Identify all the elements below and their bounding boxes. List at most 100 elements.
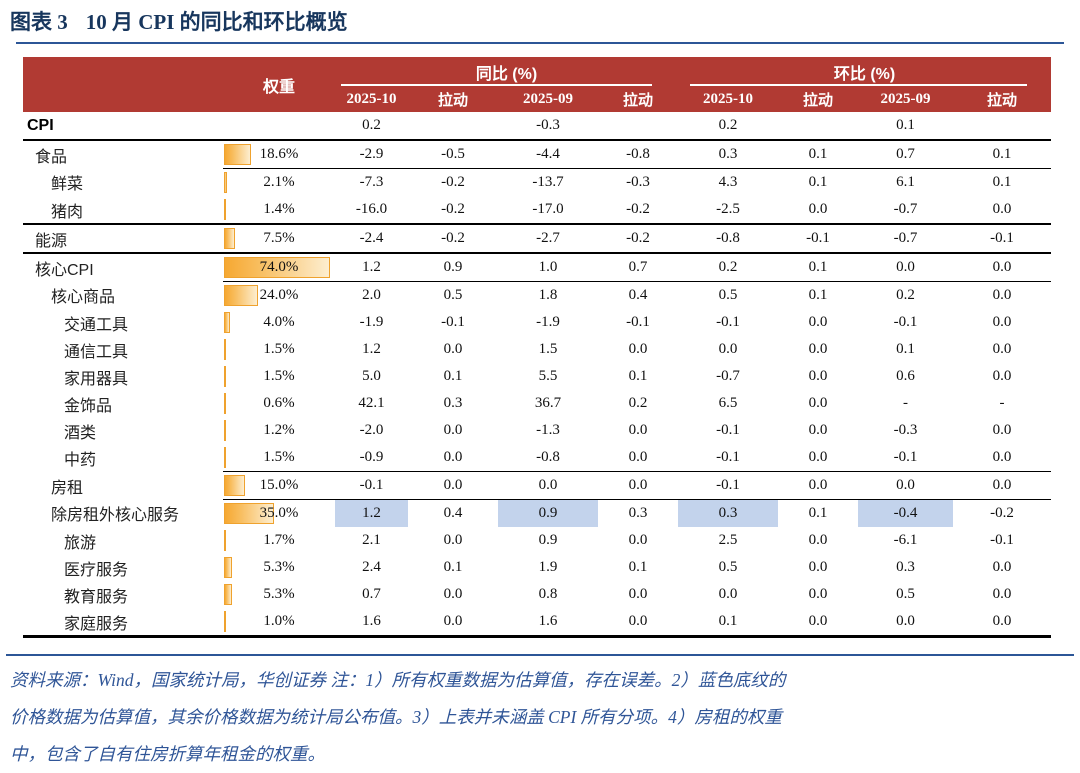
value-cell bbox=[953, 112, 1052, 141]
header-yoy-pull-2: 拉动 bbox=[598, 87, 679, 112]
value-cell: 1.0 bbox=[498, 253, 598, 282]
value-cell: -13.7 bbox=[532, 174, 564, 190]
value-cell: -0.8 bbox=[598, 140, 679, 169]
value-cell: -0.2 bbox=[990, 505, 1014, 521]
value-cell: 0.0 bbox=[408, 471, 498, 500]
value-cell: -6.1 bbox=[893, 532, 918, 548]
row-label: 除房租外核心服务 bbox=[51, 507, 180, 525]
value-cell: 0.0 bbox=[953, 253, 1052, 282]
value-cell: -1.9 bbox=[359, 314, 384, 330]
value-cell: 0.1 bbox=[628, 368, 648, 384]
weight-value: 24.0% bbox=[259, 287, 299, 303]
value-cell: 2.1 bbox=[362, 532, 381, 548]
value-cell: -4.4 bbox=[498, 140, 598, 169]
value-cell: 0.1 bbox=[953, 140, 1052, 169]
row-label: 家庭服务 bbox=[23, 608, 223, 638]
table-row: 酒类 1.2% -2.0 0.0 -1.3 0.0 -0.1 0.0 -0.3 0.0 bbox=[23, 417, 1051, 444]
row-label: 教育服务 bbox=[64, 588, 129, 606]
row-label: 能源 bbox=[23, 224, 223, 254]
value-cell: 0.0 bbox=[443, 341, 463, 357]
value-cell: 0.0 bbox=[992, 422, 1012, 438]
table-row: 猪肉 1.4% -16.0 -0.2 -17.0 -0.2 -2.5 0.0 -0.7 0.0 bbox=[23, 196, 1052, 225]
row-label: CPI bbox=[23, 112, 223, 141]
source-note-line: 中，包含了自有住房折算年租金的权重。 bbox=[10, 744, 325, 764]
table-row: 通信工具 1.5% 1.2 0.0 1.5 0.0 0.0 0.0 0.1 0.0 bbox=[23, 336, 1051, 363]
value-cell: 0.0 bbox=[628, 422, 648, 438]
value-cell: -0.2 bbox=[598, 196, 679, 225]
weight-value: 18.6% bbox=[259, 146, 299, 162]
weight-value: 15.0% bbox=[259, 477, 299, 493]
value-cell: -0.8 bbox=[678, 224, 779, 254]
value-cell: 1.8 bbox=[538, 287, 558, 303]
table-row: 旅游 1.7% 2.1 0.0 0.9 0.0 2.5 0.0 -6.1 -0.1 bbox=[23, 527, 1051, 554]
value-cell: -0.1 bbox=[858, 444, 954, 472]
value-cell: -0.5 bbox=[408, 140, 498, 169]
weight-cell: 18.6% bbox=[223, 140, 335, 169]
value-cell: 0.1 bbox=[628, 559, 648, 575]
value-cell: -0.9 bbox=[335, 444, 408, 472]
value-cell: -0.2 bbox=[408, 224, 498, 254]
value-cell: 0.0 bbox=[778, 444, 859, 472]
value-cell: 0.0 bbox=[408, 444, 498, 472]
value-cell: 0.9 bbox=[498, 499, 598, 527]
header-yoy-pull-1: 拉动 bbox=[408, 87, 498, 112]
value-cell: 0.5 bbox=[896, 586, 915, 602]
value-cell: 42.1 bbox=[358, 395, 385, 411]
value-cell: - bbox=[999, 395, 1005, 411]
value-cell: 0.4 bbox=[628, 287, 648, 303]
weight-data-bar bbox=[224, 312, 230, 333]
value-cell: 1.6 bbox=[498, 608, 598, 638]
value-cell: -0.7 bbox=[858, 196, 954, 225]
table-row: 交通工具 4.0% -1.9 -0.1 -1.9 -0.1 -0.1 0.0 -0.1 0.0 bbox=[23, 309, 1051, 336]
weight-data-bar bbox=[224, 393, 226, 414]
value-cell: 0.0 bbox=[992, 559, 1012, 575]
value-cell: 0.0 bbox=[858, 608, 954, 638]
row-label: 房租 bbox=[51, 479, 84, 497]
weight-data-bar bbox=[224, 530, 227, 551]
weight-data-bar bbox=[224, 339, 227, 360]
value-cell: 0.0 bbox=[778, 608, 859, 638]
value-cell: 1.2 bbox=[362, 341, 381, 357]
weight-data-bar bbox=[224, 557, 232, 578]
source-note-line: 资料来源：Wind，国家统计局，华创证券 注：1）所有权重数据为估算值，存在误差… bbox=[10, 670, 786, 690]
value-cell: 0.3 bbox=[628, 505, 648, 521]
weight-data-bar bbox=[224, 257, 330, 278]
weight-cell: 1.5% bbox=[223, 444, 335, 472]
table-row: 教育服务 5.3% 0.7 0.0 0.8 0.0 0.0 0.0 0.5 0.0 bbox=[23, 581, 1051, 608]
value-cell: 0.7 bbox=[362, 586, 381, 602]
row-label: 交通工具 bbox=[64, 316, 129, 334]
header-label-col bbox=[23, 57, 223, 112]
value-cell: 0.1 bbox=[778, 253, 859, 282]
value-cell: 0.0 bbox=[598, 444, 679, 472]
value-cell: 0.0 bbox=[628, 341, 648, 357]
value-cell: 0.0 bbox=[953, 444, 1052, 472]
value-cell: 0.0 bbox=[992, 341, 1012, 357]
value-cell: -0.2 bbox=[598, 224, 679, 254]
value-cell: -0.3 bbox=[498, 112, 598, 141]
header-group-row: 权重 同比 (%) 环比 (%) bbox=[23, 57, 1052, 112]
value-cell: 1.6 bbox=[335, 608, 408, 638]
table-row: 核心CPI 74.0% 1.2 0.9 1.0 0.7 0.2 0.1 0.0 0.0 bbox=[23, 253, 1052, 282]
value-cell: 0.3 bbox=[443, 395, 463, 411]
top-divider-line bbox=[16, 42, 1064, 44]
value-cell: 2.4 bbox=[362, 559, 381, 575]
value-cell: 0.3 bbox=[678, 499, 779, 527]
yoy-underline bbox=[341, 84, 653, 86]
value-cell: 0.0 bbox=[598, 608, 679, 638]
mom-underline bbox=[690, 84, 1028, 86]
value-cell: 0.0 bbox=[992, 368, 1012, 384]
value-cell: 0.1 bbox=[858, 112, 954, 141]
value-cell: 0.3 bbox=[678, 140, 779, 169]
value-cell: 0.1 bbox=[808, 174, 828, 190]
value-cell: -0.7 bbox=[858, 224, 954, 254]
value-cell: 0.0 bbox=[992, 586, 1012, 602]
weight-value: 4.0% bbox=[263, 314, 295, 330]
weight-value: 74.0% bbox=[259, 259, 299, 275]
value-cell: 0.0 bbox=[808, 586, 828, 602]
row-label: 食品 bbox=[35, 148, 68, 166]
value-cell: 0.2 bbox=[678, 112, 779, 141]
value-cell: -2.0 bbox=[359, 422, 384, 438]
value-cell: 0.2 bbox=[678, 253, 779, 282]
value-cell: 5.0 bbox=[362, 368, 381, 384]
